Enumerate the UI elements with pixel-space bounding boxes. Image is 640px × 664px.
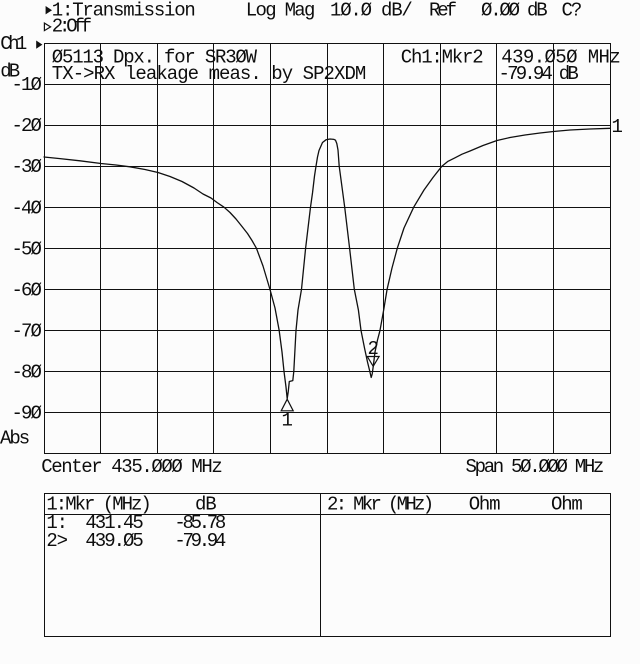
svg-text:Center 435.ØØØ MHz: Center 435.ØØØ MHz: [41, 456, 221, 478]
svg-text:2:Off: 2:Off: [52, 16, 92, 38]
svg-text:Ø.ØØ dB: Ø.ØØ dB: [481, 0, 547, 22]
svg-text:Ohm: Ohm: [469, 494, 500, 516]
svg-text:Ohm: Ohm: [551, 494, 582, 516]
svg-text:1:: 1:: [46, 512, 66, 534]
svg-text:1: 1: [612, 116, 623, 138]
svg-text:2: Mkr (MHz): 2: Mkr (MHz): [327, 494, 432, 516]
svg-text:2>: 2>: [46, 530, 67, 552]
svg-text:Ch1: Ch1: [0, 33, 27, 55]
svg-text:-4Ø: -4Ø: [12, 197, 42, 219]
svg-text:-8Ø: -8Ø: [12, 362, 42, 384]
svg-text:-6Ø: -6Ø: [12, 279, 42, 301]
svg-text:-7Ø: -7Ø: [12, 321, 42, 343]
svg-text:-79.94: -79.94: [174, 530, 226, 552]
svg-text:Abs: Abs: [0, 428, 29, 450]
svg-text:1: 1: [282, 410, 293, 432]
svg-text:1Ø.Ø dB/: 1Ø.Ø dB/: [330, 0, 412, 22]
svg-text:dB: dB: [0, 60, 20, 82]
svg-text:-9Ø: -9Ø: [12, 403, 42, 425]
svg-text:431.45: 431.45: [85, 512, 143, 534]
svg-text:-5Ø: -5Ø: [12, 238, 42, 260]
svg-text:-1Ø: -1Ø: [12, 74, 42, 96]
svg-text:TX->RX leakage meas. by SP2XDM: TX->RX leakage meas. by SP2XDM: [52, 63, 366, 85]
svg-text:439.Ø5Ø MHz: 439.Ø5Ø MHz: [501, 47, 620, 69]
svg-text:-85.78: -85.78: [174, 512, 226, 534]
svg-text:Log Mag: Log Mag: [246, 0, 314, 22]
svg-text:dB: dB: [195, 494, 216, 516]
svg-text:-2Ø: -2Ø: [12, 115, 42, 137]
svg-text:C?: C?: [562, 0, 581, 22]
svg-text:-3Ø: -3Ø: [12, 156, 42, 178]
svg-text:1:Mkr (MHz): 1:Mkr (MHz): [46, 494, 149, 516]
svg-text:-79.94 dB: -79.94 dB: [499, 63, 579, 85]
svg-text:2: 2: [368, 338, 379, 360]
svg-text:Ø5113 Dpx. for SR3ØW: Ø5113 Dpx. for SR3ØW: [52, 47, 258, 69]
svg-text:439.Ø5: 439.Ø5: [85, 530, 143, 552]
svg-text:Ch1:Mkr2: Ch1:Mkr2: [401, 47, 483, 69]
svg-text:1:Transmission: 1:Transmission: [52, 0, 195, 22]
svg-text:Span 5Ø.ØØØ MHz: Span 5Ø.ØØØ MHz: [466, 456, 603, 478]
svg-text:Ref: Ref: [429, 0, 457, 22]
